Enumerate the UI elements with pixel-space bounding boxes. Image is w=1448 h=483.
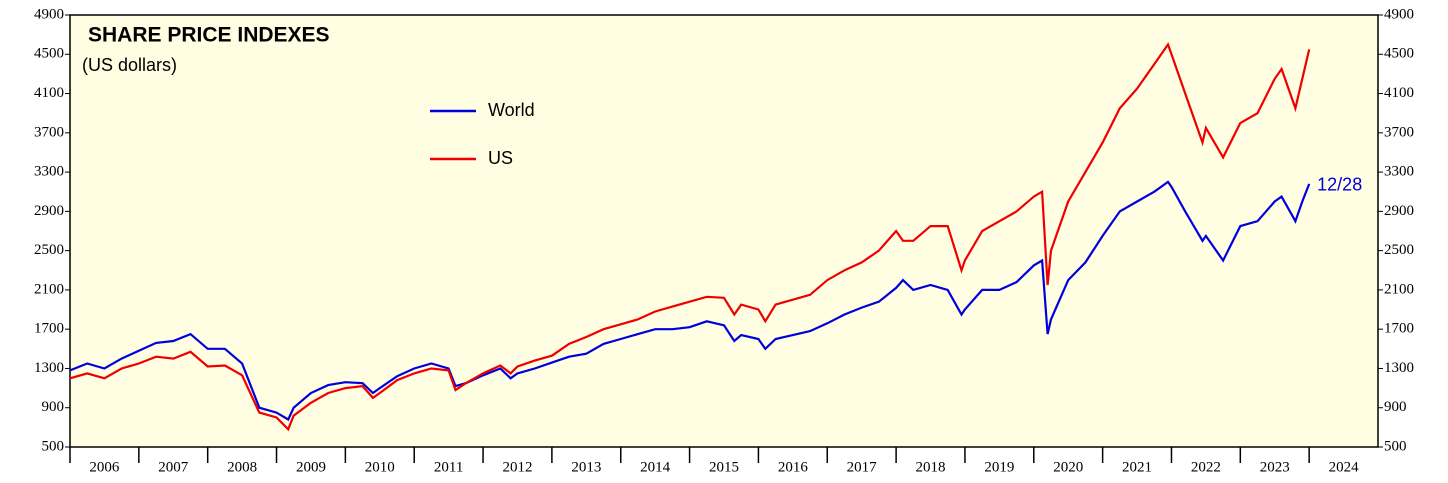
x-tick-label: 2019 bbox=[984, 459, 1014, 475]
x-tick-label: 2022 bbox=[1191, 459, 1221, 475]
y-tick-label: 900 bbox=[42, 399, 65, 415]
x-tick-label: 2017 bbox=[847, 459, 878, 475]
y2-tick-label: 2500 bbox=[1384, 242, 1414, 258]
y-tick-label: 2100 bbox=[34, 281, 64, 297]
x-tick-label: 2007 bbox=[158, 459, 189, 475]
plot-area bbox=[69, 14, 1379, 448]
x-tick-label: 2023 bbox=[1260, 459, 1290, 475]
y-tick-label: 4900 bbox=[34, 6, 64, 22]
x-tick-label: 2024 bbox=[1329, 459, 1360, 475]
y2-tick-label: 1300 bbox=[1384, 360, 1414, 376]
line-series bbox=[69, 42, 1311, 432]
chart-subtitle: (US dollars) bbox=[82, 55, 177, 75]
y-tick-label: 4100 bbox=[34, 85, 64, 101]
y2-tick-label: 900 bbox=[1384, 399, 1407, 415]
x-tick-label: 2016 bbox=[778, 459, 809, 475]
x-tick-label: 2015 bbox=[709, 459, 739, 475]
x-tick-label: 2014 bbox=[640, 459, 671, 475]
y-tick-label: 1300 bbox=[34, 360, 64, 376]
y2-tick-label: 2900 bbox=[1384, 203, 1414, 219]
y-tick-label: 1700 bbox=[34, 321, 64, 337]
y2-tick-label: 4900 bbox=[1384, 6, 1414, 22]
y2-tick-label: 1700 bbox=[1384, 321, 1414, 337]
x-tick-label: 2018 bbox=[916, 459, 946, 475]
y-tick-label: 2500 bbox=[34, 242, 64, 258]
line-series bbox=[69, 180, 1311, 422]
y-tick-label: 4500 bbox=[34, 46, 64, 62]
y-tick-label: 500 bbox=[42, 438, 65, 454]
x-tick-label: 2008 bbox=[227, 459, 257, 475]
x-tick-label: 2013 bbox=[571, 459, 601, 475]
x-tick-label: 2021 bbox=[1122, 459, 1152, 475]
y-tick-label: 3700 bbox=[34, 124, 64, 140]
y-tick-label: 2900 bbox=[34, 203, 64, 219]
x-tick-label: 2020 bbox=[1053, 459, 1083, 475]
y-tick-label: 3300 bbox=[34, 164, 64, 180]
x-tick-label: 2012 bbox=[502, 459, 532, 475]
y2-tick-label: 2100 bbox=[1384, 281, 1414, 297]
y2-tick-label: 4100 bbox=[1384, 85, 1414, 101]
y2-tick-label: 3700 bbox=[1384, 124, 1414, 140]
y2-tick-label: 3300 bbox=[1384, 164, 1414, 180]
x-tick-label: 2011 bbox=[434, 459, 463, 475]
y2-tick-label: 4500 bbox=[1384, 46, 1414, 62]
y2-tick-label: 500 bbox=[1384, 438, 1407, 454]
x-tick-label: 2009 bbox=[296, 459, 326, 475]
legend-label: US bbox=[488, 148, 513, 168]
end-annotation: 12/28 bbox=[1317, 175, 1362, 195]
chart-title: SHARE PRICE INDEXES bbox=[88, 24, 330, 47]
x-tick-label: 2010 bbox=[365, 459, 395, 475]
x-tick-label: 2006 bbox=[89, 459, 120, 475]
legend-label: World bbox=[488, 100, 535, 120]
